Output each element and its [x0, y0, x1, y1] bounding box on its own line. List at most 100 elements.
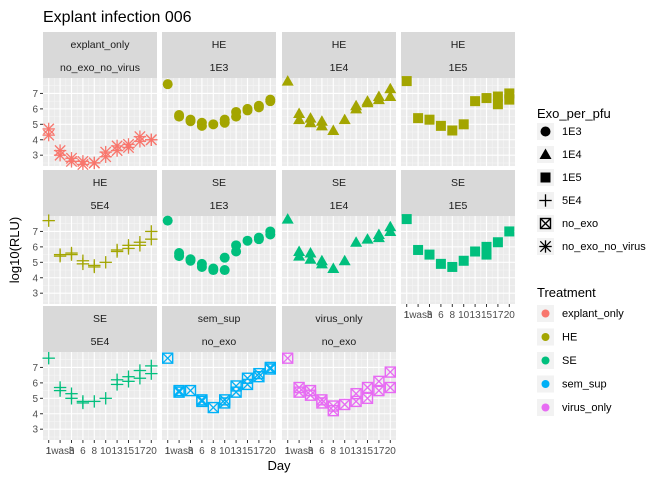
- legend-key-symbol: [541, 333, 550, 341]
- x-tick-label: 20: [504, 310, 516, 321]
- legend-entry: sem_sup: [537, 375, 607, 393]
- data-point: [231, 246, 242, 257]
- facet-strip-label-1: HE: [212, 39, 227, 51]
- y-tick-label: 7: [32, 227, 38, 238]
- y-tick-label: 7: [32, 89, 38, 100]
- facet-strip-label-2: no_exo: [202, 336, 237, 348]
- box-outline: [373, 384, 385, 397]
- box-diag-2: [327, 405, 339, 417]
- data-point: [504, 88, 515, 99]
- x-tick-label: 13: [470, 310, 482, 321]
- ast-d2: [65, 155, 78, 168]
- facet-strip: [282, 306, 396, 352]
- data-point: [122, 141, 135, 154]
- legend-key-symbol: [541, 380, 550, 388]
- data-point: [470, 96, 481, 107]
- data-point: [76, 396, 90, 410]
- box-outline: [373, 375, 385, 388]
- data-point: [492, 91, 503, 102]
- data-point: [304, 247, 317, 258]
- x-tick-label: 1wash: [404, 310, 433, 321]
- box-diag-2: [350, 395, 362, 407]
- data-point: [350, 236, 363, 247]
- data-point: [42, 214, 55, 227]
- facet-strip: [43, 170, 157, 216]
- data-point: [384, 225, 397, 236]
- x-tick-label: 15: [242, 446, 254, 457]
- data-point: [65, 248, 78, 261]
- legend-key-symbol: [541, 403, 550, 412]
- box-outline: [241, 372, 254, 384]
- legend-label: virus_only: [562, 402, 612, 414]
- data-point: [99, 256, 112, 269]
- data-point: [42, 351, 55, 365]
- data-point: [424, 249, 435, 260]
- box-diag-2: [219, 394, 231, 406]
- legend-label: HE: [562, 332, 577, 344]
- data-point: [99, 150, 112, 163]
- x-tick-label: 6: [80, 446, 86, 457]
- x-tick-label: 3: [69, 446, 75, 457]
- ast-d2: [134, 135, 146, 147]
- data-point: [293, 250, 306, 261]
- x-tick-label: 17: [134, 446, 146, 457]
- y-tick-label: 7: [32, 363, 38, 374]
- box-outline: [327, 404, 339, 417]
- facet-strip-label-2: 1E5: [449, 200, 468, 212]
- data-point: [361, 392, 374, 405]
- legend-key-symbol: [540, 126, 551, 137]
- data-point: [316, 397, 328, 409]
- ast-d2: [539, 240, 552, 253]
- data-point: [122, 242, 135, 255]
- facet-panel: SE 1E4: [281, 170, 397, 304]
- legend-title: Exo_per_pfu: [537, 106, 611, 121]
- data-point: [173, 386, 185, 398]
- box-outline: [230, 386, 242, 398]
- data-point: [384, 366, 396, 378]
- data-point: [42, 128, 55, 142]
- data-point: [315, 119, 328, 131]
- x-tick-label: 15: [362, 446, 374, 457]
- box-diag-2: [362, 382, 373, 393]
- data-point: [162, 215, 173, 226]
- legend-title: Treatment: [537, 285, 596, 300]
- x-tick-label: 20: [265, 446, 277, 457]
- box-diag-2: [185, 385, 196, 397]
- x-tick-label: 6: [319, 446, 325, 457]
- box-outline: [384, 381, 396, 394]
- legend-key-symbol: [539, 194, 552, 207]
- data-point: [304, 253, 317, 264]
- x-tick-label: 1wash: [46, 446, 75, 457]
- data-point: [242, 235, 253, 246]
- x-tick-label: 20: [146, 446, 158, 457]
- facet-strip-label-2: 5E4: [91, 336, 110, 348]
- data-point: [265, 96, 276, 107]
- legend-entry: HE: [537, 328, 577, 346]
- data-point: [88, 259, 101, 272]
- facet-strip-label-1: SE: [93, 313, 107, 325]
- data-point: [253, 234, 264, 245]
- data-point: [293, 386, 305, 398]
- x-tick-label: 1: [285, 446, 291, 457]
- x-tick-label: 10: [219, 446, 231, 457]
- x-tick-label: 8: [92, 446, 98, 457]
- y-tick-label: 4: [32, 273, 38, 284]
- data-point: [145, 367, 158, 380]
- facet-strip-label-1: HE: [332, 39, 347, 51]
- box-outline: [361, 381, 374, 394]
- data-point: [65, 392, 78, 405]
- x-tick-label: 3: [188, 446, 194, 457]
- x-tick-label: 15: [481, 310, 493, 321]
- data-point: [315, 257, 328, 269]
- legend-entry: 1E3: [537, 123, 582, 140]
- data-point: [219, 114, 230, 125]
- data-point: [304, 116, 317, 128]
- facet-strip-label-1: SE: [451, 177, 465, 189]
- data-point: [384, 381, 396, 394]
- data-point: [53, 384, 67, 397]
- box-diag-2: [339, 399, 351, 410]
- chart-title: Explant infection 006: [43, 9, 192, 26]
- legend-label: no_exo_no_virus: [562, 241, 646, 253]
- box-outline: [282, 352, 294, 364]
